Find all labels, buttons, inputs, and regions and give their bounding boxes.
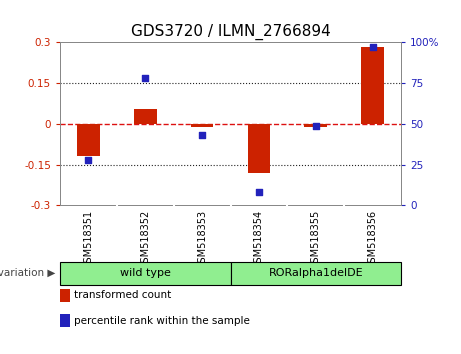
Text: percentile rank within the sample: percentile rank within the sample bbox=[74, 316, 249, 326]
Bar bbox=[248, 124, 270, 173]
Text: wild type: wild type bbox=[120, 268, 171, 279]
Text: GSM518351: GSM518351 bbox=[83, 210, 94, 269]
Point bbox=[369, 45, 376, 50]
Title: GDS3720 / ILMN_2766894: GDS3720 / ILMN_2766894 bbox=[130, 23, 331, 40]
Text: GSM518353: GSM518353 bbox=[197, 210, 207, 269]
Text: transformed count: transformed count bbox=[74, 291, 171, 301]
Point bbox=[255, 189, 263, 195]
Text: GSM518355: GSM518355 bbox=[311, 210, 321, 269]
Bar bbox=[77, 124, 100, 156]
Bar bbox=[361, 47, 384, 124]
Point bbox=[312, 123, 319, 129]
Text: GSM518356: GSM518356 bbox=[367, 210, 378, 269]
Bar bbox=[191, 124, 213, 127]
Point bbox=[142, 75, 149, 81]
Bar bbox=[304, 124, 327, 127]
Bar bbox=[60, 289, 70, 302]
Bar bbox=[60, 314, 70, 327]
Bar bbox=[230, 262, 401, 285]
Bar bbox=[134, 109, 157, 124]
Text: GSM518352: GSM518352 bbox=[140, 210, 150, 269]
Text: RORalpha1delDE: RORalpha1delDE bbox=[268, 268, 363, 279]
Text: genotype/variation ▶: genotype/variation ▶ bbox=[0, 268, 55, 279]
Text: GSM518354: GSM518354 bbox=[254, 210, 264, 269]
Bar bbox=[60, 262, 230, 285]
Point bbox=[85, 157, 92, 162]
Point bbox=[198, 132, 206, 138]
